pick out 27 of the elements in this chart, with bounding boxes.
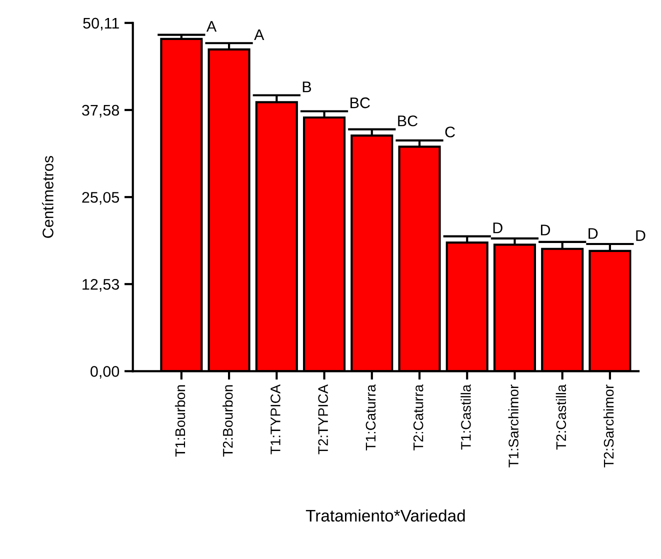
x-tick-label: T1:Caturra (366, 384, 376, 450)
y-tick-label: 0,00 (90, 366, 120, 379)
annotation: D (540, 224, 550, 236)
y-axis-title: Centímetros (42, 156, 54, 238)
x-tick-label: T1:Sarchimor (508, 384, 518, 468)
x-tick-label: T2:Caturra (413, 384, 424, 450)
annotation: C (445, 126, 455, 138)
x-tick-label: T1:TYPICA (270, 384, 280, 454)
annotation: BC (350, 97, 370, 108)
annotation: D (493, 222, 502, 234)
annotation: A (254, 29, 264, 40)
annotation: BC (398, 115, 418, 126)
annotation: D (636, 230, 646, 241)
x-tick-label: T1:Castilla (460, 384, 471, 450)
y-tick-label: 37,58 (82, 104, 120, 118)
annotation: D (588, 228, 598, 239)
x-tick-label: T2:Bourbon (222, 385, 233, 457)
x-tick-label: T2:TYPICA (318, 384, 328, 454)
annotation: B (302, 82, 312, 92)
x-axis-title: Tratamiento*Variedad (306, 509, 465, 522)
x-tick-label: T2:Sarchimor (603, 384, 614, 468)
y-tick-label: 12,53 (82, 278, 119, 292)
annotation: A (206, 21, 217, 32)
y-tick-label: 25,05 (82, 192, 120, 205)
x-tick-label: T1:Bourbon (174, 385, 186, 457)
x-tick-label: T2:Castilla (556, 384, 566, 450)
y-tick-label: 50,11 (83, 18, 119, 30)
